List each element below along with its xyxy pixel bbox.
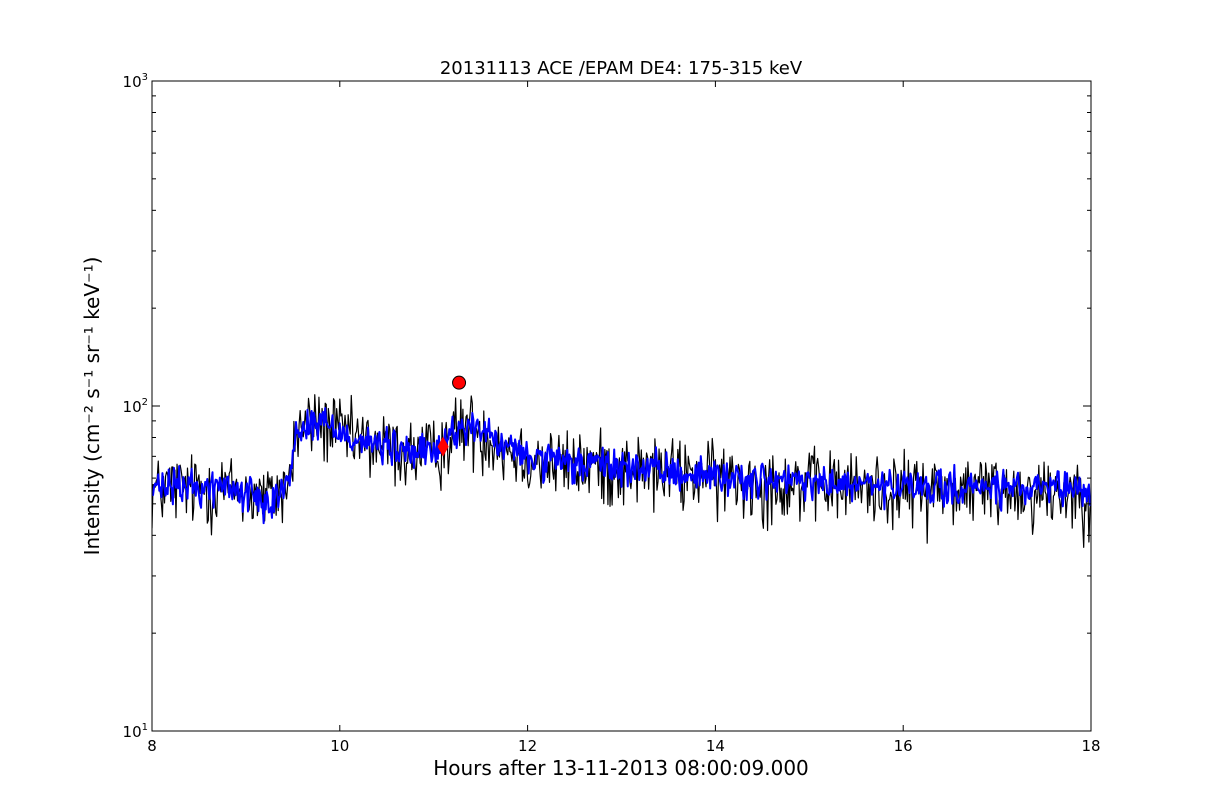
- x-axis-label: Hours after 13-11-2013 08:00:09.000: [433, 756, 809, 780]
- marker-diamond: [437, 436, 449, 457]
- x-tick-label: 16: [894, 737, 913, 755]
- marker-layer: [437, 375, 467, 457]
- series-layer: [152, 394, 1091, 548]
- marker-circle: [452, 375, 467, 390]
- x-tick-label: 12: [518, 737, 537, 755]
- x-tick-label: 14: [706, 737, 725, 755]
- plot-area: [152, 81, 1091, 731]
- x-tick-label: 8: [147, 737, 157, 755]
- chart-title: 20131113 ACE /EPAM DE4: 175-315 keV: [440, 58, 803, 79]
- x-tick-label: 10: [330, 737, 349, 755]
- x-tick-label: 18: [1081, 737, 1100, 755]
- y-axis-label: Intensity (cm⁻² s⁻¹ sr⁻¹ keV⁻¹): [80, 257, 104, 556]
- series-line-2: [152, 407, 1091, 525]
